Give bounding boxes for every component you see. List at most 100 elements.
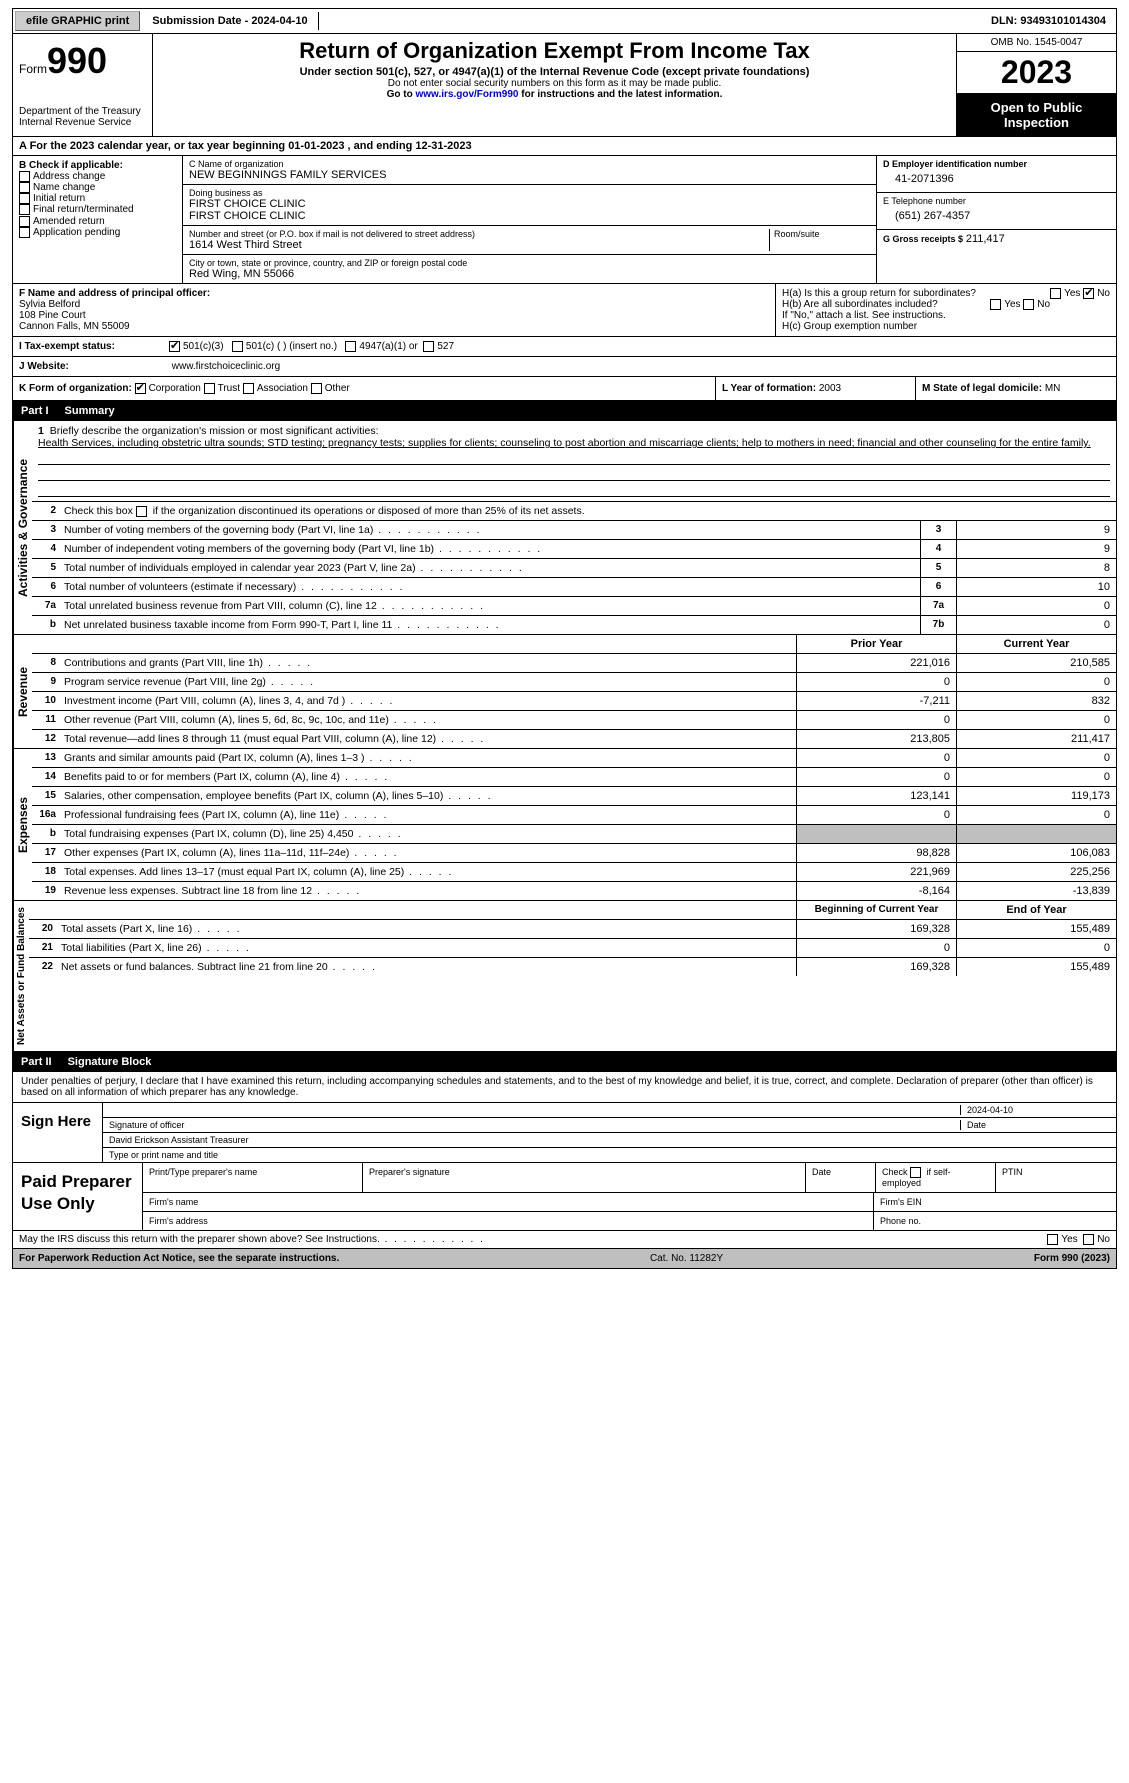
officer-label: F Name and address of principal officer:	[19, 288, 769, 299]
chk-discontinued[interactable]	[136, 506, 147, 517]
form-header: Form990 Department of the Treasury Inter…	[12, 34, 1117, 137]
hdr-bcy: Beginning of Current Year	[796, 901, 956, 919]
line-6: 6 Total number of volunteers (estimate i…	[32, 578, 1116, 597]
line-a: A For the 2023 calendar year, or tax yea…	[12, 137, 1117, 156]
goto-note: Go to www.irs.gov/Form990 for instructio…	[161, 89, 948, 100]
chk-amended-return[interactable]	[19, 216, 30, 227]
box-k: K Form of organization: Corporation Trus…	[13, 377, 716, 400]
cat-no: Cat. No. 11282Y	[650, 1253, 723, 1264]
form-word: Form	[19, 62, 47, 76]
state-domicile: MN	[1045, 383, 1061, 394]
dba-label: Doing business as	[189, 188, 870, 198]
officer-addr2: Cannon Falls, MN 55009	[19, 321, 769, 332]
chk-name-change[interactable]	[19, 182, 30, 193]
hb-yes[interactable]	[990, 299, 1001, 310]
box-d-e-g: D Employer identification number 41-2071…	[876, 156, 1116, 283]
room-label: Room/suite	[774, 229, 870, 239]
box-c: C Name of organization NEW BEGINNINGS FA…	[183, 156, 876, 283]
paperwork-note: For Paperwork Reduction Act Notice, see …	[19, 1253, 339, 1264]
line-12: 12 Total revenue—add lines 8 through 11 …	[32, 730, 1116, 748]
box-f: F Name and address of principal officer:…	[13, 284, 776, 336]
part2-header: Part II Signature Block	[12, 1052, 1117, 1072]
ssn-note: Do not enter social security numbers on …	[161, 78, 948, 89]
gross-value: 211,417	[966, 233, 1005, 245]
chk-4947[interactable]	[345, 341, 356, 352]
chk-527[interactable]	[423, 341, 434, 352]
box-b-label: B Check if applicable:	[19, 160, 176, 171]
chk-address-change[interactable]	[19, 171, 30, 182]
line-13: 13 Grants and similar amounts paid (Part…	[32, 749, 1116, 768]
sig-date-val: 2024-04-10	[960, 1105, 1110, 1115]
line-19: 19 Revenue less expenses. Subtract line …	[32, 882, 1116, 900]
mission-text: Health Services, including obstetric ult…	[38, 437, 1091, 449]
street: 1614 West Third Street	[189, 239, 769, 251]
dept-treasury: Department of the Treasury Internal Reve…	[19, 106, 146, 128]
chk-self-employed[interactable]	[910, 1167, 921, 1178]
org-name-label: C Name of organization	[189, 159, 870, 169]
gross-label: G Gross receipts $	[883, 234, 963, 244]
phone: (651) 267-4357	[883, 206, 1110, 226]
vlabel-expenses: Expenses	[13, 749, 32, 900]
omb-number: OMB No. 1545-0047	[957, 34, 1116, 52]
ein: 41-2071396	[883, 169, 1110, 189]
ha-yes[interactable]	[1050, 288, 1061, 299]
discuss-question: May the IRS discuss this return with the…	[19, 1234, 485, 1245]
line-22: 22 Net assets or fund balances. Subtract…	[29, 958, 1116, 976]
topbar: efile GRAPHIC print Submission Date - 20…	[12, 8, 1117, 34]
chk-application-pending[interactable]	[19, 227, 30, 238]
line-15: 15 Salaries, other compensation, employe…	[32, 787, 1116, 806]
hdr-eoy: End of Year	[956, 901, 1116, 919]
city-label: City or town, state or province, country…	[189, 258, 870, 268]
form-subtitle: Under section 501(c), 527, or 4947(a)(1)…	[161, 66, 948, 78]
tax-status-label: I Tax-exempt status:	[19, 341, 169, 352]
hb-no[interactable]	[1023, 299, 1034, 310]
website-label: J Website:	[19, 361, 169, 372]
year-formation: 2003	[819, 383, 841, 394]
sign-here-label: Sign Here	[13, 1103, 103, 1162]
chk-corp[interactable]	[135, 383, 146, 394]
chk-initial-return[interactable]	[19, 193, 30, 204]
efile-print-button[interactable]: efile GRAPHIC print	[15, 11, 140, 31]
paid-preparer-label: Paid Preparer Use Only	[13, 1163, 143, 1230]
line-b: b Total fundraising expenses (Part IX, c…	[32, 825, 1116, 844]
submission-date: Submission Date - 2024-04-10	[142, 12, 318, 30]
irs-link[interactable]: www.irs.gov/Form990	[415, 89, 518, 100]
org-name: NEW BEGINNINGS FAMILY SERVICES	[189, 169, 870, 181]
chk-final-return[interactable]	[19, 204, 30, 215]
discuss-no[interactable]	[1083, 1234, 1094, 1245]
form-title: Return of Organization Exempt From Incom…	[161, 38, 948, 64]
line-3: 3 Number of voting members of the govern…	[32, 521, 1116, 540]
declaration: Under penalties of perjury, I declare th…	[13, 1072, 1116, 1102]
chk-501c3[interactable]	[169, 341, 180, 352]
line-8: 8 Contributions and grants (Part VIII, l…	[32, 654, 1116, 673]
vlabel-revenue: Revenue	[13, 635, 32, 748]
chk-other[interactable]	[311, 383, 322, 394]
line-b: b Net unrelated business taxable income …	[32, 616, 1116, 634]
line-18: 18 Total expenses. Add lines 13–17 (must…	[32, 863, 1116, 882]
line-4: 4 Number of independent voting members o…	[32, 540, 1116, 559]
dba: FIRST CHOICE CLINIC FIRST CHOICE CLINIC	[189, 198, 870, 222]
line-11: 11 Other revenue (Part VIII, column (A),…	[32, 711, 1116, 730]
line-10: 10 Investment income (Part VIII, column …	[32, 692, 1116, 711]
chk-assoc[interactable]	[243, 383, 254, 394]
chk-trust[interactable]	[204, 383, 215, 394]
hdr-current-year: Current Year	[956, 635, 1116, 653]
phone-label: E Telephone number	[883, 196, 1110, 206]
vlabel-netassets: Net Assets or Fund Balances	[13, 901, 29, 1051]
officer-signed: David Erickson Assistant Treasurer	[109, 1135, 249, 1145]
line-14: 14 Benefits paid to or for members (Part…	[32, 768, 1116, 787]
line-5: 5 Total number of individuals employed i…	[32, 559, 1116, 578]
box-h: H(a) Is this a group return for subordin…	[776, 284, 1116, 336]
part1-header: Part I Summary	[12, 401, 1117, 421]
website: www.firstchoiceclinic.org	[172, 361, 280, 372]
dln: DLN: 93493101014304	[981, 12, 1116, 30]
line-7a: 7a Total unrelated business revenue from…	[32, 597, 1116, 616]
officer-name: Sylvia Belford	[19, 299, 769, 310]
line-20: 20 Total assets (Part X, line 16) 169,32…	[29, 920, 1116, 939]
line-21: 21 Total liabilities (Part X, line 26) 0…	[29, 939, 1116, 958]
chk-501c[interactable]	[232, 341, 243, 352]
discuss-yes[interactable]	[1047, 1234, 1058, 1245]
ha-no[interactable]	[1083, 288, 1094, 299]
line-17: 17 Other expenses (Part IX, column (A), …	[32, 844, 1116, 863]
ein-label: D Employer identification number	[883, 159, 1110, 169]
